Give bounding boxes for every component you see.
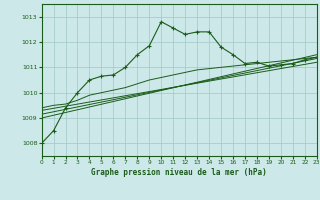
X-axis label: Graphe pression niveau de la mer (hPa): Graphe pression niveau de la mer (hPa) [91, 168, 267, 177]
